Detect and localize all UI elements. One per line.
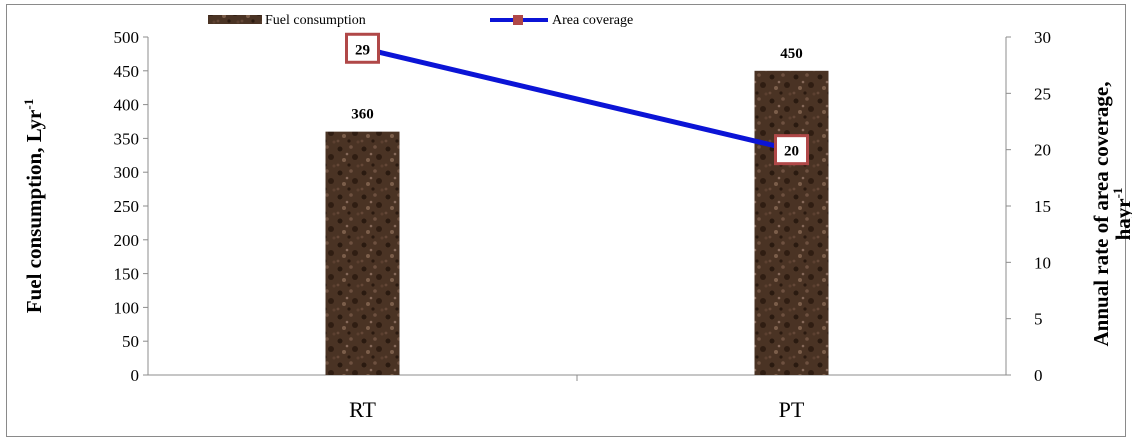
category-label-pt: PT bbox=[779, 397, 805, 422]
right-tick-label: 10 bbox=[1034, 253, 1051, 272]
legend: Fuel consumption Area coverage bbox=[208, 13, 633, 28]
bar-rt bbox=[325, 131, 400, 375]
right-axis-ticks: 0 5 10 15 20 25 30 bbox=[1006, 28, 1051, 385]
right-axis-title-line1: Annual rate of area coverage, bbox=[1089, 82, 1113, 347]
bar-pt bbox=[754, 70, 829, 376]
left-tick-label: 100 bbox=[114, 298, 140, 317]
left-tick-label: 500 bbox=[114, 28, 140, 47]
bar-series: 360 450 bbox=[325, 46, 829, 376]
left-tick-label: 200 bbox=[114, 231, 140, 250]
right-tick-label: 5 bbox=[1034, 310, 1043, 329]
bar-value-label: 360 bbox=[351, 107, 374, 123]
right-tick-label: 30 bbox=[1034, 28, 1051, 47]
area-coverage-value-label: 20 bbox=[784, 144, 799, 160]
right-tick-label: 25 bbox=[1034, 84, 1051, 103]
left-tick-label: 50 bbox=[122, 332, 139, 351]
category-labels: RT PT bbox=[349, 397, 805, 422]
left-tick-label: 400 bbox=[114, 96, 140, 115]
area-coverage-line bbox=[361, 45, 793, 153]
left-axis-ticks: 0 50 100 150 200 250 300 350 400 450 500 bbox=[114, 28, 148, 385]
area-coverage-label-box bbox=[774, 134, 809, 166]
category-label-rt: RT bbox=[349, 397, 376, 422]
left-tick-label: 0 bbox=[131, 366, 140, 385]
left-tick-label: 450 bbox=[114, 62, 140, 81]
line-series: 29 20 bbox=[345, 32, 809, 166]
bar-value-label: 450 bbox=[780, 46, 803, 62]
left-tick-label: 350 bbox=[114, 129, 140, 148]
legend-swatch-fuel bbox=[208, 15, 262, 24]
left-tick-label: 250 bbox=[114, 197, 140, 216]
left-tick-label: 150 bbox=[114, 265, 140, 284]
left-axis-title: Fuel consumption, Lyr-1 bbox=[21, 99, 46, 313]
legend-label-area: Area coverage bbox=[552, 13, 633, 28]
chart-frame bbox=[6, 4, 1126, 437]
legend-marker-area bbox=[513, 15, 523, 25]
right-tick-label: 15 bbox=[1034, 197, 1051, 216]
legend-label-fuel: Fuel consumption bbox=[265, 13, 366, 28]
area-coverage-value-label: 29 bbox=[355, 42, 370, 58]
right-tick-label: 20 bbox=[1034, 141, 1051, 160]
left-tick-label: 300 bbox=[114, 163, 140, 182]
area-coverage-label-box bbox=[345, 32, 380, 64]
right-tick-label: 0 bbox=[1034, 366, 1043, 385]
right-axis-title-line2: hayr-1 bbox=[1110, 188, 1132, 241]
